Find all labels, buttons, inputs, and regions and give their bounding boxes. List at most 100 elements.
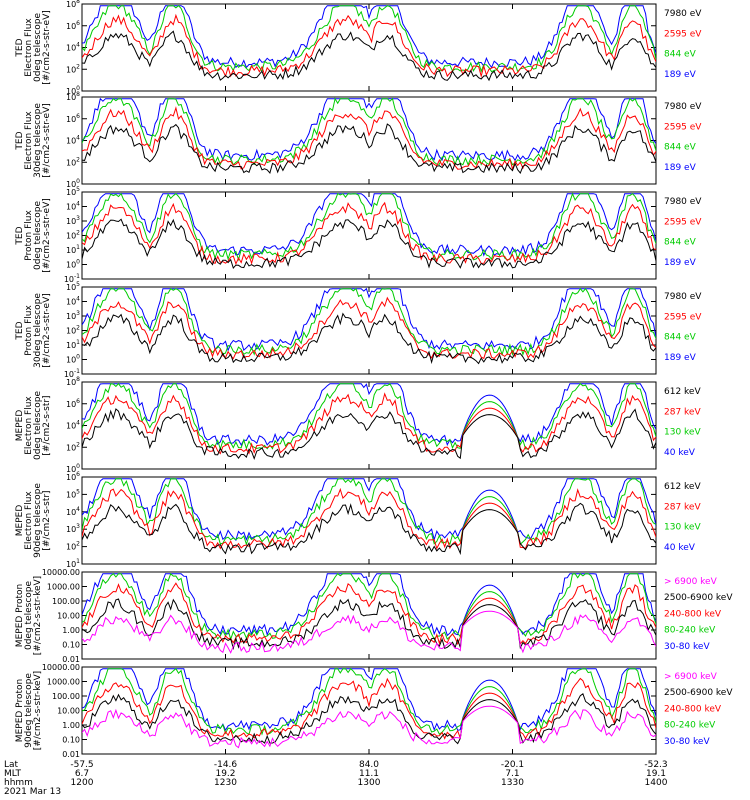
y-tick-label: 0.01	[62, 655, 80, 664]
y-tick-label: 102	[66, 325, 80, 336]
y-tick-label: 106	[66, 398, 80, 409]
legend-entry: 287 keV	[664, 502, 701, 512]
y-axis-label-line: [#/cm2-s-str-eV]	[42, 10, 52, 85]
y-tick-label: 1.00	[62, 626, 80, 635]
legend-entry: 612 keV	[664, 482, 701, 492]
series-trace	[82, 106, 656, 171]
y-tick-label: 0.10	[62, 641, 80, 650]
plot-frame	[81, 381, 657, 470]
y-axis-label-line: [#/cm2-s-str]	[42, 395, 52, 455]
x-tick-label-mlt: 11.1	[359, 769, 379, 779]
y-axis-label-line: 0deg telescope	[33, 201, 43, 271]
legend-entry: 7980 eV	[664, 292, 702, 302]
x-tick-label-lat: -14.6	[214, 760, 238, 770]
y-tick-label: 10000.00	[42, 568, 80, 577]
y-tick-label: 10000.00	[42, 663, 80, 672]
legend-entry: 2595 eV	[664, 122, 702, 132]
series-trace	[82, 30, 656, 82]
legend-entry: 844 eV	[664, 333, 697, 343]
legend-entry: 189 eV	[664, 353, 697, 363]
series-trace	[82, 383, 656, 447]
x-tick-label-lat: -52.3	[644, 760, 667, 770]
y-tick-label: 102	[66, 63, 80, 74]
y-axis-label-line: 30deg telescope	[33, 293, 43, 368]
legend-entry: 30-80 keV	[664, 737, 710, 747]
y-tick-label: 104	[66, 296, 80, 307]
x-date-label: 2021 Mar 13	[4, 787, 61, 797]
legend-entry: 30-80 keV	[664, 642, 710, 652]
series-trace	[82, 296, 656, 360]
legend-entry: 2500-6900 keV	[664, 688, 733, 698]
legend-entry: 130 keV	[664, 523, 701, 533]
series-trace	[82, 502, 656, 556]
x-tick-label-hhmm: 1230	[214, 778, 237, 788]
y-tick-label: 1.00	[62, 721, 80, 730]
y-tick-label: 103	[66, 215, 80, 226]
legend-entry: 240-800 keV	[664, 704, 722, 714]
series-trace	[82, 312, 656, 365]
y-tick-label: 10.00	[57, 612, 80, 621]
y-tick-label: 100.00	[52, 692, 80, 701]
series-trace	[82, 610, 656, 654]
series-trace	[82, 692, 656, 745]
traces	[82, 97, 656, 175]
y-axis-label-line: 90deg telescope	[24, 673, 34, 748]
series-trace	[82, 677, 656, 740]
y-axis-label-line: Electron Flux	[24, 111, 34, 170]
y-tick-label: 100.00	[52, 597, 80, 606]
legend-entry: 130 keV	[664, 428, 701, 438]
series-trace	[82, 97, 656, 167]
series-trace	[82, 478, 656, 542]
x-tick-label-hhmm: 1300	[358, 778, 381, 788]
y-tick-label: 106	[66, 113, 80, 124]
y-tick-label: 108	[66, 376, 80, 387]
panel-4: 10-1 100 101 102 103 104 105 TED Proton Flux 30de…	[15, 281, 702, 379]
series-trace	[82, 477, 656, 546]
y-tick-label: 100	[66, 178, 80, 189]
series-trace	[82, 667, 656, 736]
y-axis-label-line: TED	[15, 38, 25, 57]
legend-entry: 40 keV	[664, 448, 696, 458]
y-axis-label-line: [#/cm2-s-str-keV]	[33, 671, 43, 750]
series-trace	[82, 408, 656, 460]
y-tick-label: 108	[66, 0, 80, 9]
y-tick-label: 104	[66, 201, 80, 212]
y-axis-label-line: [#/cm2-s-str-eV]	[42, 293, 52, 368]
legend-entry: 844 eV	[664, 50, 697, 60]
x-tick-label-lat: -57.5	[70, 760, 93, 770]
plot-frame	[81, 96, 657, 185]
legend-entry: 240-800 keV	[664, 609, 722, 619]
traces	[82, 382, 656, 460]
y-tick-label: 10-1	[64, 368, 80, 379]
y-tick-label: 104	[66, 420, 80, 431]
series-trace	[82, 572, 656, 642]
panel-2: 100 102 104 106 108 TED Electron Flux 30deg tel…	[15, 91, 702, 189]
legend-entry: 287 keV	[664, 407, 701, 417]
y-tick-label: 102	[66, 230, 80, 241]
y-tick-label: 106	[66, 20, 80, 31]
legend-entry: 40 keV	[664, 543, 696, 553]
y-axis-label-line: MEPED Proton	[15, 584, 25, 647]
y-tick-label: 101	[66, 558, 80, 569]
y-tick-label: 105	[66, 186, 80, 197]
y-tick-label: 102	[66, 156, 80, 167]
x-tick-label-mlt: 19.2	[215, 769, 235, 779]
series-trace	[82, 487, 656, 550]
y-tick-label: 10-1	[64, 273, 80, 284]
y-axis-label-line: TED	[15, 131, 25, 150]
y-tick-label: 105	[66, 281, 80, 292]
legend-entry: 189 eV	[664, 70, 697, 80]
legend-entry: 844 eV	[664, 238, 697, 248]
series-trace	[82, 13, 656, 79]
y-axis-label-line: Electron Flux	[24, 396, 34, 455]
y-tick-label: 104	[66, 506, 80, 517]
series-trace	[82, 392, 656, 455]
y-axis-label-line: [#/cm2-s-str]	[42, 490, 52, 550]
x-tick-label-mlt: 6.7	[75, 769, 89, 779]
series-trace	[82, 582, 656, 646]
panel-8: 0.01 0.10 1.00 10.00 100.00 1000.00 10000.00 ME…	[15, 663, 733, 759]
traces	[82, 287, 656, 365]
y-axis-label-line: Proton Flux	[24, 305, 34, 356]
y-tick-label: 100	[66, 354, 80, 365]
